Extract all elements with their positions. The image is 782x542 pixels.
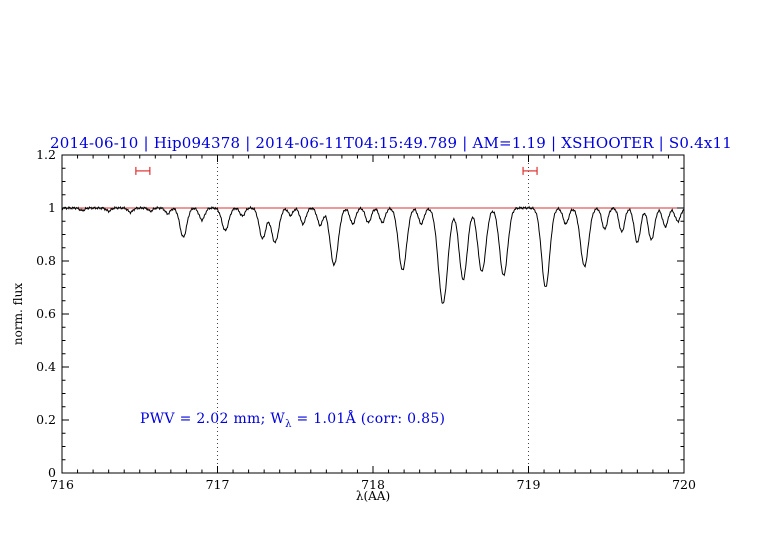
y-axis-label: norm. flux <box>11 282 25 346</box>
pwv-annotation: PWV = 2.02 mm; Wλ = 1.01Å (corr: 0.85) <box>140 411 445 430</box>
svg-text:717: 717 <box>206 477 230 492</box>
y-tick-labels: 0 0.2 0.4 0.6 0.8 1 1.2 <box>36 147 56 480</box>
pwv-annotation-suffix: = 1.01Å (corr: 0.85) <box>291 411 446 427</box>
svg-text:716: 716 <box>50 477 74 492</box>
svg-text:0: 0 <box>48 465 56 480</box>
svg-text:0.4: 0.4 <box>36 359 56 374</box>
plot-title: 2014-06-10 | Hip094378 | 2014-06-11T04:1… <box>50 134 732 152</box>
pwv-annotation-prefix: PWV = 2.02 mm; W <box>140 411 286 427</box>
telluric-band-marker <box>522 166 538 175</box>
telluric-band-marker <box>135 166 151 175</box>
svg-text:0.6: 0.6 <box>36 306 56 321</box>
spectrum-trace <box>61 205 685 304</box>
svg-text:718: 718 <box>361 477 385 492</box>
x-axis-label: λ(AA) <box>355 489 391 503</box>
svg-text:1.2: 1.2 <box>36 147 56 162</box>
pwv-annotation-subscript: λ <box>285 418 292 430</box>
svg-text:0.8: 0.8 <box>36 253 56 268</box>
plot-frame <box>61 154 685 474</box>
svg-text:1: 1 <box>48 200 56 215</box>
svg-text:720: 720 <box>672 477 696 492</box>
x-tick-labels: 716 717 718 719 720 <box>50 477 696 492</box>
svg-text:719: 719 <box>517 477 541 492</box>
svg-text:0.2: 0.2 <box>36 412 56 427</box>
